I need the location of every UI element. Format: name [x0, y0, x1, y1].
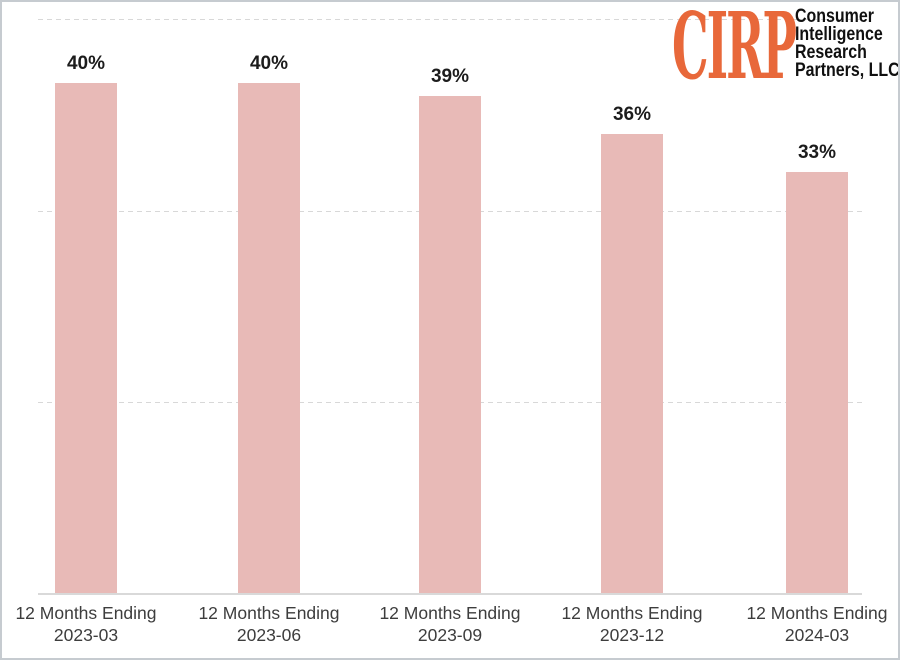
category-label-line1: 12 Months Ending: [379, 603, 521, 623]
value-label-2023-06: 40%: [249, 53, 289, 74]
category-label-2024-03: 12 Months Ending 2024-03: [717, 602, 900, 646]
category-label-line2: 2023-03: [53, 625, 119, 645]
bar-2023-09: [419, 96, 481, 594]
cirp-logo-wordmark: CIRP: [672, 0, 797, 100]
x-axis-line: [38, 593, 862, 595]
category-label-2023-12: 12 Months Ending 2023-12: [532, 602, 732, 646]
category-label-line1: 12 Months Ending: [15, 603, 157, 623]
bar-2024-03: [786, 172, 848, 594]
category-label-line2: 2024-03: [784, 625, 850, 645]
bar-2023-12: [601, 134, 663, 594]
logo-line-1: Consumer: [795, 6, 874, 27]
cirp-logo-company-name: Consumer Intelligence Research Partners,…: [795, 6, 900, 81]
logo-line-2: Intelligence: [795, 24, 883, 45]
category-label-2023-03: 12 Months Ending 2023-03: [0, 602, 186, 646]
value-label-2023-12: 36%: [612, 104, 652, 125]
logo-line-3: Research: [795, 42, 867, 63]
logo-line-4: Partners, LLC: [795, 60, 900, 81]
category-label-line2: 2023-09: [417, 625, 483, 645]
value-label-2023-03: 40%: [66, 53, 106, 74]
bar-2023-06: [238, 83, 300, 594]
category-label-line2: 2023-06: [236, 625, 302, 645]
category-label-2023-06: 12 Months Ending 2023-06: [169, 602, 369, 646]
category-label-line1: 12 Months Ending: [746, 603, 888, 623]
bar-2023-03: [55, 83, 117, 594]
value-label-2024-03: 33%: [797, 142, 837, 163]
category-label-line1: 12 Months Ending: [198, 603, 340, 623]
category-label-line1: 12 Months Ending: [561, 603, 703, 623]
category-label-2023-09: 12 Months Ending 2023-09: [350, 602, 550, 646]
cirp-logo: CIRP Consumer Intelligence Research Part…: [670, 0, 900, 100]
value-label-2023-09: 39%: [430, 66, 470, 87]
gridline-45-percent: [38, 19, 862, 20]
category-label-line2: 2023-12: [599, 625, 665, 645]
